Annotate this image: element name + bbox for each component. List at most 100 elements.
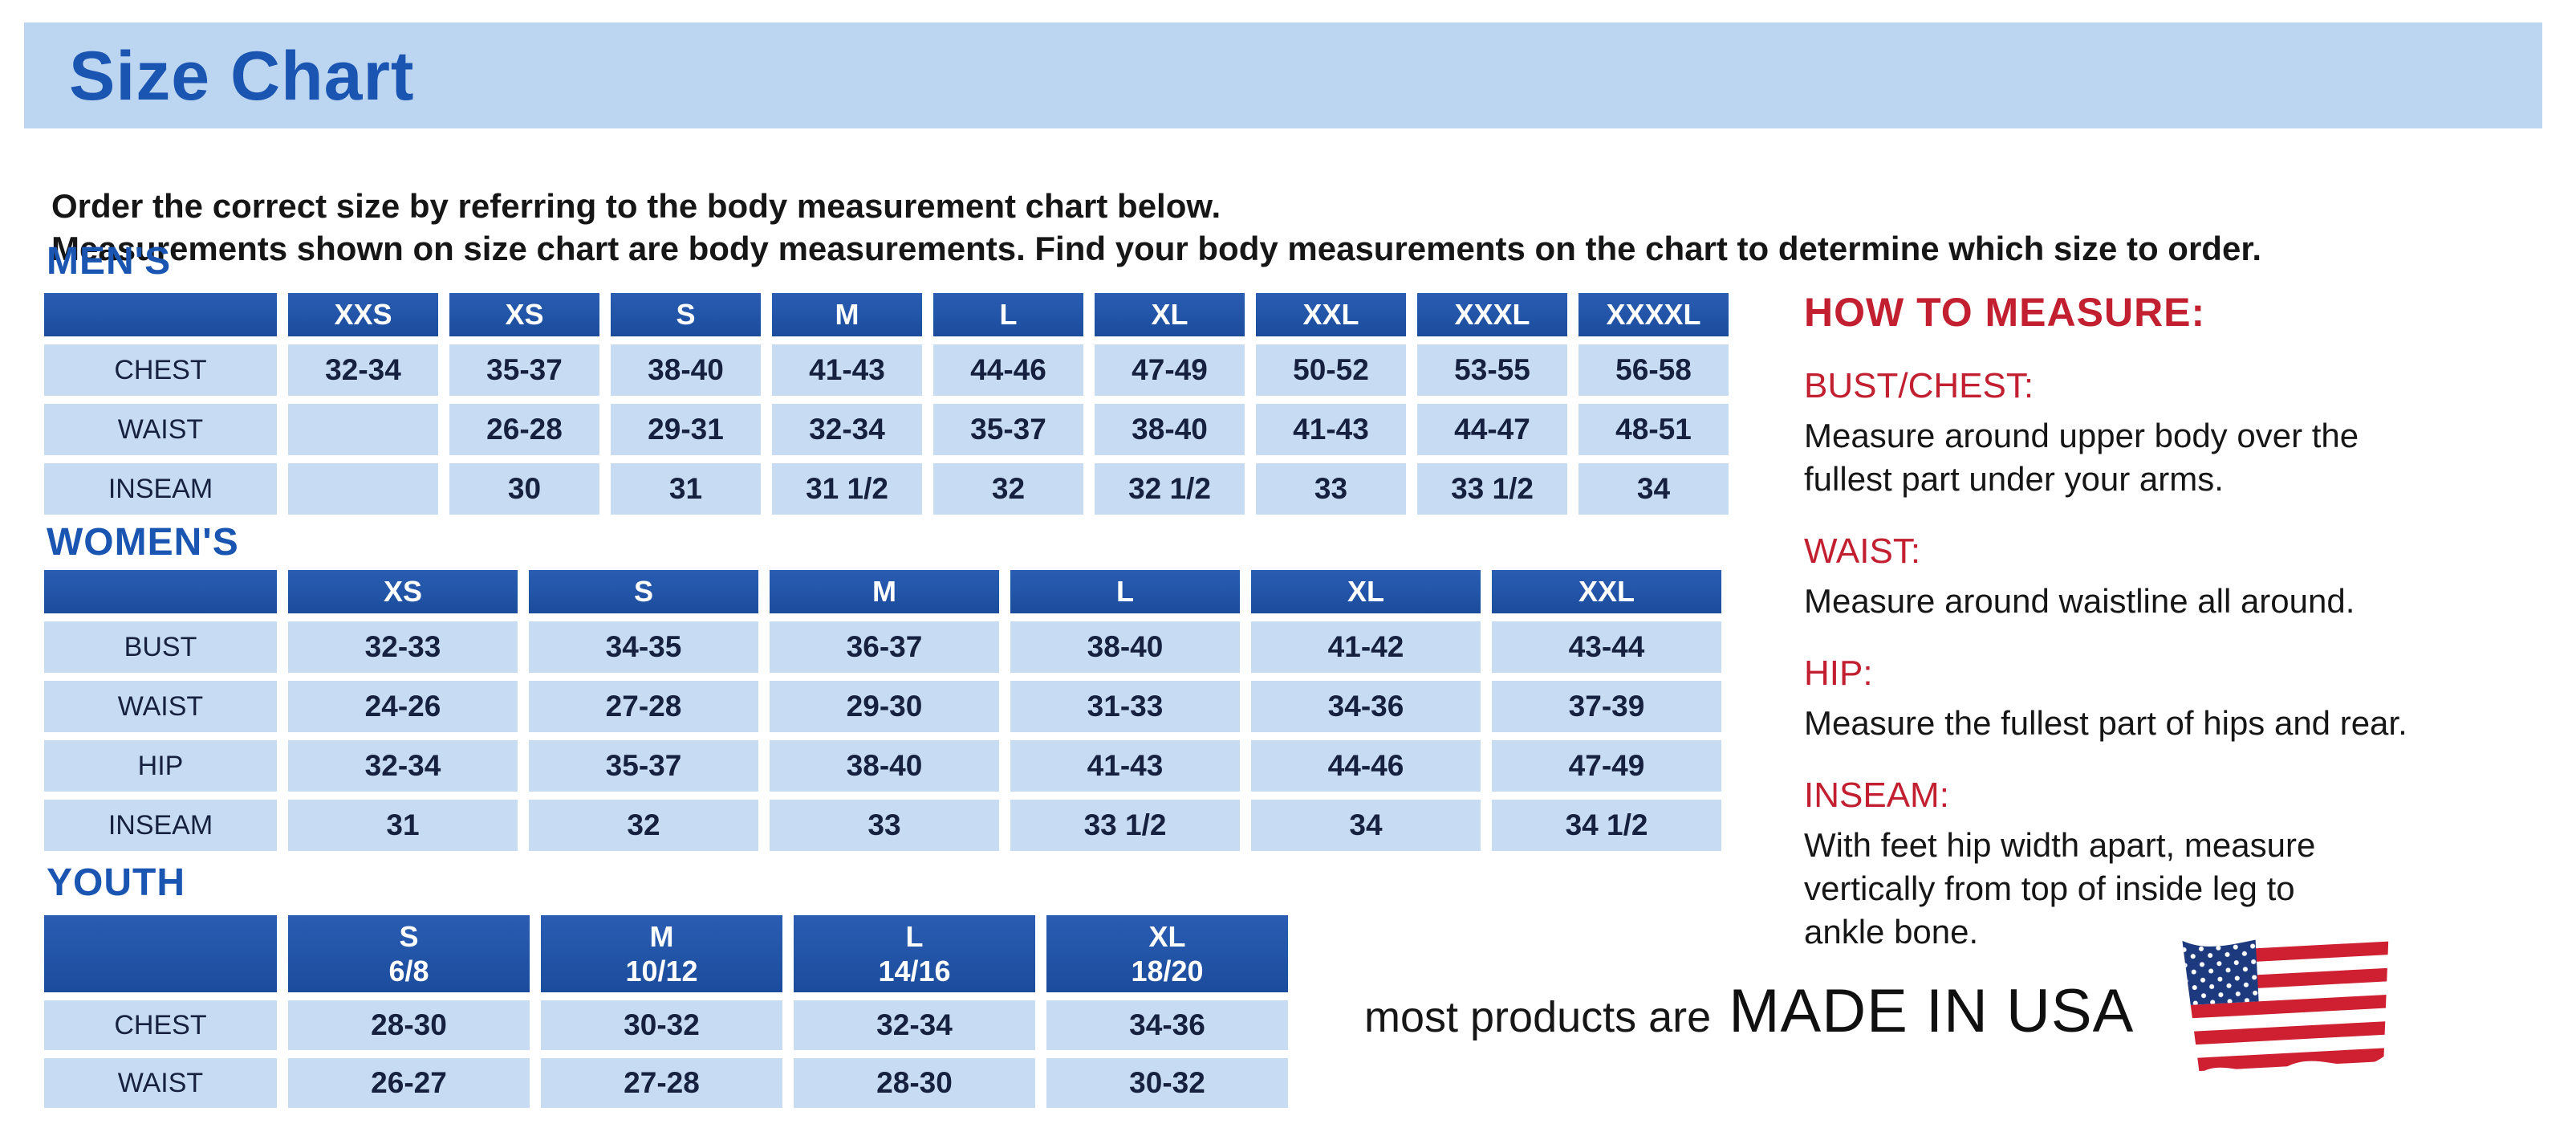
measure-label-inseam: INSEAM: xyxy=(1804,776,1949,815)
data-cell: 32 1/2 xyxy=(1095,463,1245,515)
corner-cell xyxy=(44,293,277,336)
column-header-cell: S 6/8 xyxy=(288,915,530,992)
column-header-cell: XXXL xyxy=(1417,293,1567,336)
column-header-cell: L 14/16 xyxy=(794,915,1035,992)
data-cell: 31 xyxy=(611,463,761,515)
row-label-cell: WAIST xyxy=(44,681,277,732)
data-cell: 33 1/2 xyxy=(1010,800,1240,851)
data-cell: 34 xyxy=(1579,463,1729,515)
column-header-cell: XXL xyxy=(1256,293,1406,336)
data-cell: 32-34 xyxy=(288,740,518,792)
data-cell: 31 xyxy=(288,800,518,851)
data-cell: 34-35 xyxy=(529,621,758,673)
data-cell: 32 xyxy=(529,800,758,851)
data-cell: 41-43 xyxy=(1010,740,1240,792)
row-label-cell: INSEAM xyxy=(44,800,277,851)
column-header-cell: XL xyxy=(1251,570,1481,613)
data-cell: 30-32 xyxy=(1046,1058,1288,1108)
data-cell: 31-33 xyxy=(1010,681,1240,732)
data-cell: 32-34 xyxy=(288,344,438,396)
data-cell: 44-46 xyxy=(933,344,1083,396)
intro-text: Order the correct size by referring to t… xyxy=(51,185,2261,270)
data-cell: 37-39 xyxy=(1492,681,1721,732)
column-header-cell: M xyxy=(772,293,922,336)
data-cell: 29-30 xyxy=(770,681,999,732)
data-cell: 44-47 xyxy=(1417,404,1567,455)
data-cell: 33 xyxy=(1256,463,1406,515)
data-cell: 56-58 xyxy=(1579,344,1729,396)
column-header-cell: L xyxy=(1010,570,1240,613)
youth-size-table: S 6/8 M 10/12 L 14/16 XL 18/20 CHEST 28-30 30-… xyxy=(44,915,1288,1108)
data-cell: 30 xyxy=(449,463,599,515)
measure-label-waist: WAIST: xyxy=(1804,531,1921,571)
how-to-measure-panel: HOW TO MEASURE: BUST/CHEST: Measure arou… xyxy=(1804,289,2550,954)
mens-section-heading: MEN'S xyxy=(47,240,172,283)
row-label-cell: CHEST xyxy=(44,344,277,396)
data-cell: 41-43 xyxy=(772,344,922,396)
data-cell: 44-46 xyxy=(1251,740,1481,792)
data-cell: 38-40 xyxy=(770,740,999,792)
column-header-cell: L xyxy=(933,293,1083,336)
made-in-usa-note: most products are MADE IN USA xyxy=(1364,976,2134,1046)
data-cell: 38-40 xyxy=(611,344,761,396)
data-cell: 41-42 xyxy=(1251,621,1481,673)
data-cell: 26-27 xyxy=(288,1058,530,1108)
corner-cell xyxy=(44,915,277,992)
measure-text-waist: Measure around waistline all around. xyxy=(1804,582,2355,620)
data-cell: 48-51 xyxy=(1579,404,1729,455)
data-cell: 34-36 xyxy=(1046,1000,1288,1050)
data-cell: 35-37 xyxy=(529,740,758,792)
intro-line-1: Order the correct size by referring to t… xyxy=(51,187,1221,225)
measure-text-inseam: With feet hip width apart, measure verti… xyxy=(1804,826,2316,951)
mens-size-table: XXS XS S M L XL XXL XXXL XXXXL CHEST 32-34 35-37 38-… xyxy=(44,293,1729,515)
data-cell: 38-40 xyxy=(1095,404,1245,455)
row-label-cell: BUST xyxy=(44,621,277,673)
column-header-cell: XXL xyxy=(1492,570,1721,613)
youth-section-heading: YOUTH xyxy=(47,861,185,904)
measure-label-bust-chest: BUST/CHEST: xyxy=(1804,366,2034,405)
data-cell: 31 1/2 xyxy=(772,463,922,515)
data-cell: 34 1/2 xyxy=(1492,800,1721,851)
data-cell: 53-55 xyxy=(1417,344,1567,396)
data-cell: 32-34 xyxy=(794,1000,1035,1050)
data-cell: 30-32 xyxy=(541,1000,782,1050)
column-header-cell: M 10/12 xyxy=(541,915,782,992)
data-cell: 41-43 xyxy=(1256,404,1406,455)
page-title: Size Chart xyxy=(69,38,415,115)
row-label-cell: WAIST xyxy=(44,404,277,455)
data-cell: 34-36 xyxy=(1251,681,1481,732)
usa-flag-icon xyxy=(2182,935,2389,1074)
data-cell: 32-33 xyxy=(288,621,518,673)
womens-size-table: XS S M L XL XXL BUST 32-33 34-35 36-37 38-40 41-42 4… xyxy=(44,570,1721,851)
data-cell: 38-40 xyxy=(1010,621,1240,673)
data-cell: 32-34 xyxy=(772,404,922,455)
column-header-cell: S xyxy=(529,570,758,613)
column-header-cell: M xyxy=(770,570,999,613)
data-cell: 33 1/2 xyxy=(1417,463,1567,515)
row-label-cell: INSEAM xyxy=(44,463,277,515)
column-header-cell: XS xyxy=(288,570,518,613)
column-header-cell: XL 18/20 xyxy=(1046,915,1288,992)
data-cell: 50-52 xyxy=(1256,344,1406,396)
data-cell: 29-31 xyxy=(611,404,761,455)
title-banner: Size Chart xyxy=(24,22,2542,128)
data-cell: 35-37 xyxy=(449,344,599,396)
data-cell: 36-37 xyxy=(770,621,999,673)
data-cell xyxy=(288,463,438,515)
how-to-measure-heading: HOW TO MEASURE: xyxy=(1804,290,2206,335)
measure-label-hip: HIP: xyxy=(1804,654,1873,693)
data-cell: 33 xyxy=(770,800,999,851)
column-header-cell: XL xyxy=(1095,293,1245,336)
data-cell: 24-26 xyxy=(288,681,518,732)
row-label-cell: HIP xyxy=(44,740,277,792)
data-cell xyxy=(288,404,438,455)
data-cell: 32 xyxy=(933,463,1083,515)
data-cell: 35-37 xyxy=(933,404,1083,455)
intro-line-2: Measurements shown on size chart are bod… xyxy=(51,230,2262,267)
data-cell: 28-30 xyxy=(794,1058,1035,1108)
measure-text-bust-chest: Measure around upper body over the fulle… xyxy=(1804,417,2359,498)
footer-emphasis: MADE IN USA xyxy=(1729,977,2135,1045)
column-header-cell: XXXXL xyxy=(1579,293,1729,336)
column-header-cell: XXS xyxy=(288,293,438,336)
